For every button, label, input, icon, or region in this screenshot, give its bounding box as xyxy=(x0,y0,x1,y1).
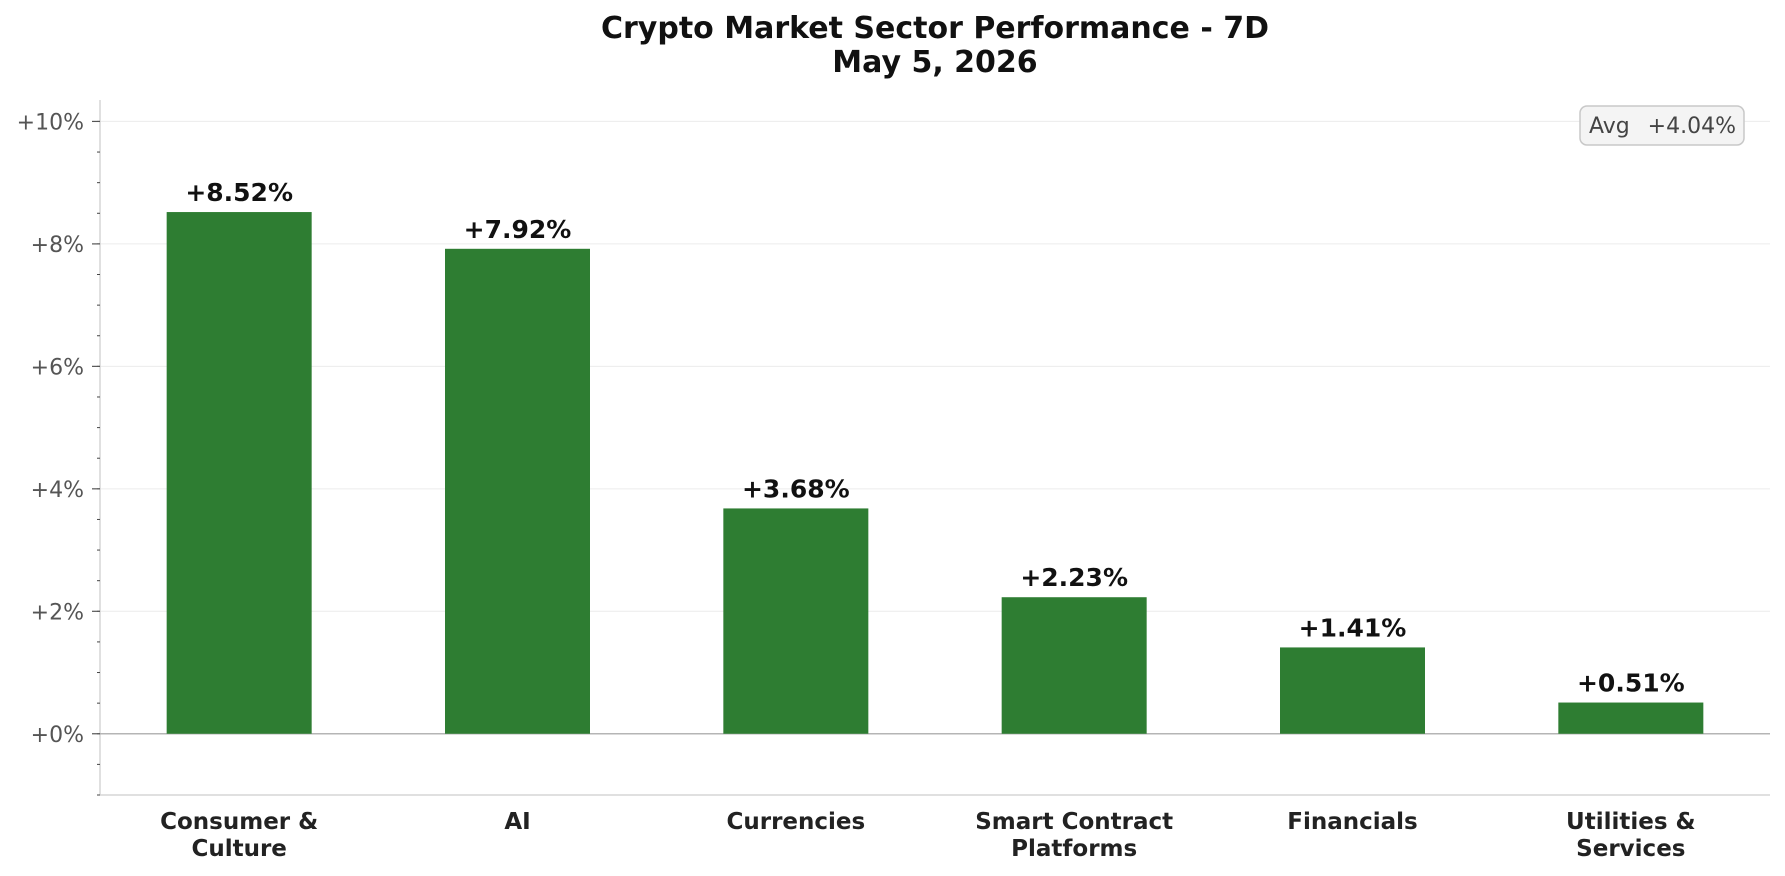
bars xyxy=(166,212,1704,734)
x-tick-label: Currencies xyxy=(726,809,865,835)
average-value: +4.04% xyxy=(1648,114,1736,139)
x-tick-label: Utilities & xyxy=(1566,809,1696,835)
bar xyxy=(166,212,312,734)
bar xyxy=(723,508,869,734)
x-tick-label: Smart Contract xyxy=(975,809,1173,835)
bar-value-label: +7.92% xyxy=(464,215,572,244)
x-tick-label: Consumer & xyxy=(160,809,318,835)
y-tick-label: +10% xyxy=(17,110,84,135)
bar-value-label: +1.41% xyxy=(1299,613,1407,642)
y-tick-label: +6% xyxy=(31,355,84,380)
x-tick-label: Platforms xyxy=(1011,836,1137,862)
bar-value-label: +2.23% xyxy=(1020,563,1128,592)
average-label: Avg xyxy=(1589,114,1630,139)
average-box-frame xyxy=(1579,105,1745,146)
average-box: Avg +4.04% xyxy=(1579,105,1745,146)
bar xyxy=(1558,702,1704,734)
bar-value-label: +0.51% xyxy=(1577,669,1685,698)
chart-subtitle: May 5, 2026 xyxy=(832,45,1037,80)
y-tick-label: +0% xyxy=(31,723,84,748)
axes: +0% +2% +4% +6% +8% +10% xyxy=(17,100,1770,796)
y-tick-label: +4% xyxy=(31,478,84,503)
x-tick-label: Culture xyxy=(191,836,286,862)
bar xyxy=(1001,597,1147,734)
bar xyxy=(1280,647,1425,734)
labels: +8.52% Consumer &Culture +7.92% AI +3.68% Cur… xyxy=(160,178,1695,862)
x-tick-label: AI xyxy=(504,809,530,835)
x-tick-label: Financials xyxy=(1287,809,1417,835)
y-tick-label: +8% xyxy=(31,233,84,258)
bar-value-label: +8.52% xyxy=(185,178,293,207)
y-tick-label: +2% xyxy=(31,600,84,625)
bar xyxy=(445,248,590,734)
grid-lines xyxy=(100,120,1770,735)
chart-title: Crypto Market Sector Performance - 7D xyxy=(601,11,1269,46)
bar-value-label: +3.68% xyxy=(742,474,850,503)
x-tick-label: Services xyxy=(1576,836,1685,862)
